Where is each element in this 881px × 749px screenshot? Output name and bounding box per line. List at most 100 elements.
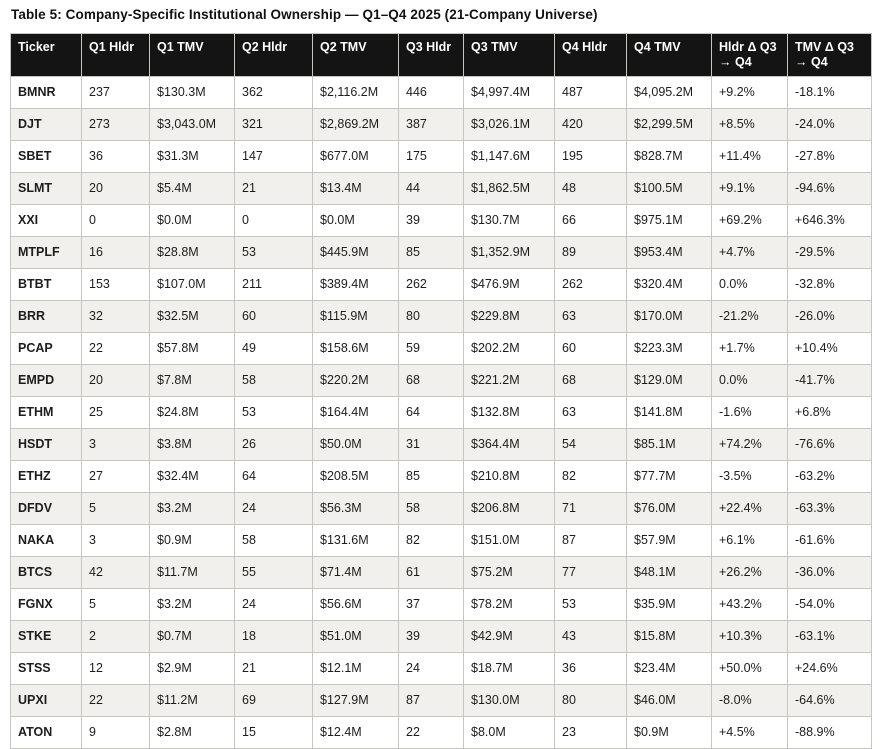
table-cell: +6.1% xyxy=(711,524,788,557)
table-cell: $3,043.0M xyxy=(149,108,235,141)
table-cell: 153 xyxy=(81,268,150,301)
ownership-table: Ticker Q1 Hldr Q1 TMV Q2 Hldr Q2 TMV Q3 Hldr Q… xyxy=(10,33,872,749)
table-cell: 69 xyxy=(234,684,313,717)
table-cell: 43 xyxy=(554,620,627,653)
table-cell: $208.5M xyxy=(312,460,399,493)
table-cell: $115.9M xyxy=(312,300,399,333)
ticker-cell: PCAP xyxy=(10,332,82,365)
table-cell: -21.2% xyxy=(711,300,788,333)
table-cell: 53 xyxy=(554,588,627,621)
table-cell: $4,997.4M xyxy=(463,76,555,109)
table-cell: +22.4% xyxy=(711,492,788,525)
table-cell: -36.0% xyxy=(787,556,872,589)
table-cell: 53 xyxy=(234,236,313,269)
table-cell: 80 xyxy=(554,684,627,717)
table-cell: $2,116.2M xyxy=(312,76,399,109)
table-cell: -18.1% xyxy=(787,76,872,109)
table-cell: $389.4M xyxy=(312,268,399,301)
table-cell: $5.4M xyxy=(149,172,235,205)
table-cell: $210.8M xyxy=(463,460,555,493)
table-cell: -24.0% xyxy=(787,108,872,141)
table-cell: 23 xyxy=(554,716,627,749)
table-cell: 49 xyxy=(234,332,313,365)
table-cell: 59 xyxy=(398,332,464,365)
table-cell: 15 xyxy=(234,716,313,749)
table-cell: $18.7M xyxy=(463,652,555,685)
table-cell: 24 xyxy=(234,492,313,525)
table-cell: $2.8M xyxy=(149,716,235,749)
table-cell: $77.7M xyxy=(626,460,712,493)
table-cell: $158.6M xyxy=(312,332,399,365)
table-cell: +10.3% xyxy=(711,620,788,653)
table-row: SLMT 20 $5.4M 21 $13.4M 44 $1,862.5M 48 $100.5M +… xyxy=(10,172,872,205)
table-cell: $11.2M xyxy=(149,684,235,717)
table-cell: $28.8M xyxy=(149,236,235,269)
table-row: FGNX 5 $3.2M 24 $56.6M 37 $78.2M 53 $35.9M +43.2%… xyxy=(10,588,872,621)
table-cell: 3 xyxy=(81,524,150,557)
table-cell: 321 xyxy=(234,108,313,141)
table-cell: 20 xyxy=(81,172,150,205)
table-cell: +10.4% xyxy=(787,332,872,365)
table-cell: 54 xyxy=(554,428,627,461)
table-cell: 446 xyxy=(398,76,464,109)
ticker-cell: SBET xyxy=(10,140,82,173)
table-cell: -63.2% xyxy=(787,460,872,493)
table-cell: 12 xyxy=(81,652,150,685)
table-cell: 42 xyxy=(81,556,150,589)
table-cell: 21 xyxy=(234,652,313,685)
table-cell: $85.1M xyxy=(626,428,712,461)
column-header: Q4 TMV xyxy=(626,33,712,77)
table-row: HSDT 3 $3.8M 26 $50.0M 31 $364.4M 54 $85.1M +74.2… xyxy=(10,428,872,461)
table-row: NAKA 3 $0.9M 58 $131.6M 82 $151.0M 87 $57.9M +6.1… xyxy=(10,524,872,557)
column-header: Q3 TMV xyxy=(463,33,555,77)
table-cell: $2,299.5M xyxy=(626,108,712,141)
table-cell: $206.8M xyxy=(463,492,555,525)
table-cell: -64.6% xyxy=(787,684,872,717)
ticker-cell: BRR xyxy=(10,300,82,333)
ticker-cell: ETHZ xyxy=(10,460,82,493)
table-cell: 487 xyxy=(554,76,627,109)
table-cell: 68 xyxy=(398,364,464,397)
table-cell: 87 xyxy=(398,684,464,717)
table-cell: $131.6M xyxy=(312,524,399,557)
table-cell: 39 xyxy=(398,620,464,653)
table-cell: -27.8% xyxy=(787,140,872,173)
ticker-cell: EMPD xyxy=(10,364,82,397)
table-cell: -54.0% xyxy=(787,588,872,621)
table-cell: 211 xyxy=(234,268,313,301)
table-cell: 0 xyxy=(234,204,313,237)
table-cell: 27 xyxy=(81,460,150,493)
table-row: UPXI 22 $11.2M 69 $127.9M 87 $130.0M 80 $46.0M -8… xyxy=(10,684,872,717)
table-row: DJT 273 $3,043.0M 321 $2,869.2M 387 $3,026.1M 4… xyxy=(10,108,872,141)
table-cell: $23.4M xyxy=(626,652,712,685)
table-cell: -1.6% xyxy=(711,396,788,429)
table-cell: 2 xyxy=(81,620,150,653)
table-cell: $32.4M xyxy=(149,460,235,493)
column-header: Q2 Hldr xyxy=(234,33,313,77)
table-cell: +9.1% xyxy=(711,172,788,205)
table-cell: 387 xyxy=(398,108,464,141)
table-cell: 32 xyxy=(81,300,150,333)
ticker-cell: DFDV xyxy=(10,492,82,525)
table-cell: 71 xyxy=(554,492,627,525)
table-row: ETHZ 27 $32.4M 64 $208.5M 85 $210.8M 82 $77.7M -3… xyxy=(10,460,872,493)
table-cell: +6.8% xyxy=(787,396,872,429)
table-cell: +43.2% xyxy=(711,588,788,621)
table-cell: $3.2M xyxy=(149,588,235,621)
table-cell: $57.8M xyxy=(149,332,235,365)
table-cell: 85 xyxy=(398,236,464,269)
table-cell: 60 xyxy=(554,332,627,365)
column-header: Ticker xyxy=(10,33,82,77)
table-cell: 273 xyxy=(81,108,150,141)
table-cell: $35.9M xyxy=(626,588,712,621)
table-cell: +26.2% xyxy=(711,556,788,589)
table-head: Ticker Q1 Hldr Q1 TMV Q2 Hldr Q2 TMV Q3 Hldr Q… xyxy=(10,33,872,77)
table-cell: $13.4M xyxy=(312,172,399,205)
table-cell: -61.6% xyxy=(787,524,872,557)
column-header: TMV Δ Q3 → Q4 xyxy=(787,33,872,77)
ticker-cell: FGNX xyxy=(10,588,82,621)
table-cell: -63.1% xyxy=(787,620,872,653)
table-cell: 3 xyxy=(81,428,150,461)
table-cell: $78.2M xyxy=(463,588,555,621)
table-cell: $11.7M xyxy=(149,556,235,589)
